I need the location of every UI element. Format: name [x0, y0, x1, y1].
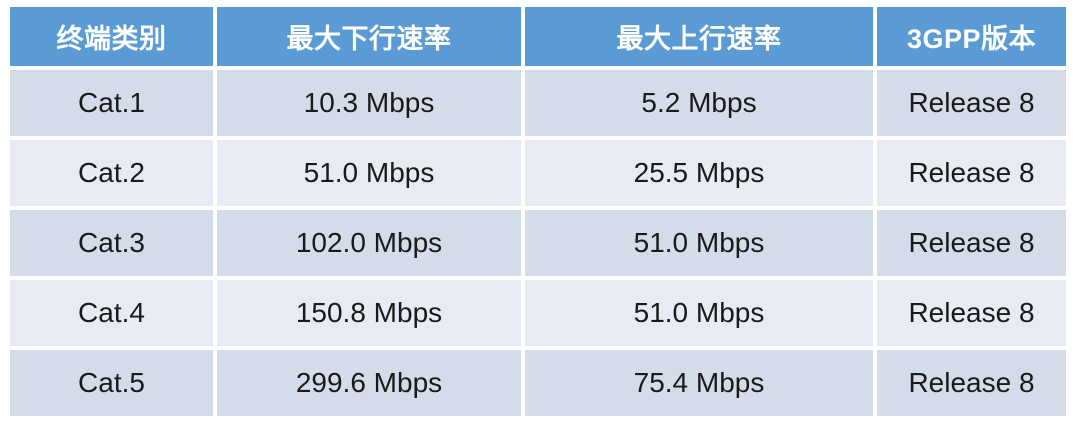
- cell-uplink: 51.0 Mbps: [525, 280, 873, 346]
- table-row: Cat.3 102.0 Mbps 51.0 Mbps Release 8: [10, 210, 1066, 276]
- lte-category-table: 终端类别 最大下行速率 最大上行速率 3GPP版本 Cat.1 10.3 Mbp…: [6, 3, 1070, 420]
- cell-release: Release 8: [877, 280, 1066, 346]
- column-header-category: 终端类别: [10, 7, 213, 66]
- table-row: Cat.5 299.6 Mbps 75.4 Mbps Release 8: [10, 350, 1066, 416]
- table-row: Cat.1 10.3 Mbps 5.2 Mbps Release 8: [10, 70, 1066, 136]
- cell-downlink: 102.0 Mbps: [217, 210, 521, 276]
- table-row: Cat.2 51.0 Mbps 25.5 Mbps Release 8: [10, 140, 1066, 206]
- cell-category: Cat.5: [10, 350, 213, 416]
- cell-uplink: 51.0 Mbps: [525, 210, 873, 276]
- cell-downlink: 299.6 Mbps: [217, 350, 521, 416]
- column-header-3gpp-release: 3GPP版本: [877, 7, 1066, 66]
- cell-uplink: 5.2 Mbps: [525, 70, 873, 136]
- cell-uplink: 25.5 Mbps: [525, 140, 873, 206]
- table-header: 终端类别 最大下行速率 最大上行速率 3GPP版本: [10, 7, 1066, 66]
- column-header-max-uplink-rate: 最大上行速率: [525, 7, 873, 66]
- cell-release: Release 8: [877, 210, 1066, 276]
- cell-category: Cat.2: [10, 140, 213, 206]
- cell-category: Cat.3: [10, 210, 213, 276]
- cell-downlink: 51.0 Mbps: [217, 140, 521, 206]
- column-header-max-downlink-rate: 最大下行速率: [217, 7, 521, 66]
- table-body: Cat.1 10.3 Mbps 5.2 Mbps Release 8 Cat.2…: [10, 70, 1066, 416]
- cell-downlink: 150.8 Mbps: [217, 280, 521, 346]
- cell-category: Cat.4: [10, 280, 213, 346]
- table-row: Cat.4 150.8 Mbps 51.0 Mbps Release 8: [10, 280, 1066, 346]
- cell-category: Cat.1: [10, 70, 213, 136]
- cell-release: Release 8: [877, 70, 1066, 136]
- cell-downlink: 10.3 Mbps: [217, 70, 521, 136]
- table-header-row: 终端类别 最大下行速率 最大上行速率 3GPP版本: [10, 7, 1066, 66]
- lte-category-table-container: 终端类别 最大下行速率 最大上行速率 3GPP版本 Cat.1 10.3 Mbp…: [10, 7, 1070, 422]
- cell-uplink: 75.4 Mbps: [525, 350, 873, 416]
- cell-release: Release 8: [877, 350, 1066, 416]
- cell-release: Release 8: [877, 140, 1066, 206]
